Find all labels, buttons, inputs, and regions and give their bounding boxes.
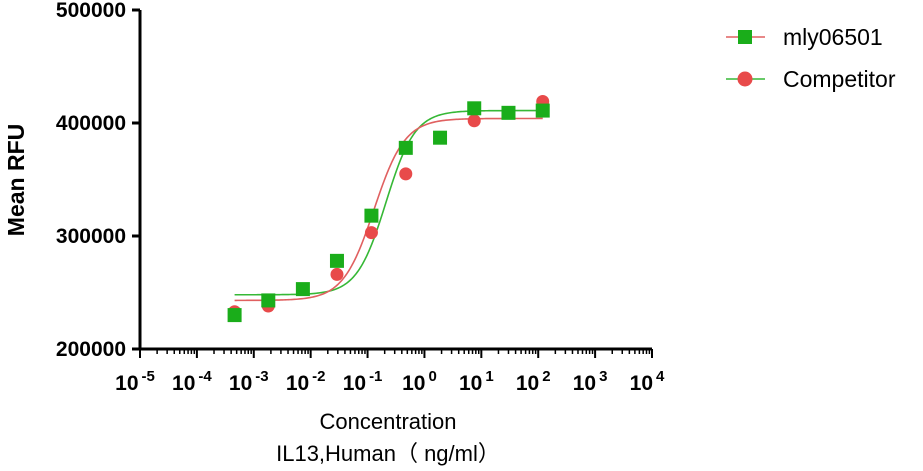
x-tick-exponent: 0 xyxy=(428,368,436,385)
y-tick-label: 400000 xyxy=(56,112,126,135)
x-tick-label: 10 0 xyxy=(402,368,437,395)
x-tick-label: 10 3 xyxy=(573,368,608,395)
point-competitor xyxy=(364,226,378,240)
point-mly06501 xyxy=(261,293,276,308)
x-tick-exponent: 4 xyxy=(656,368,665,385)
y-ticks: 200000 300000 400000 500000 xyxy=(56,0,140,361)
x-ticks: 10 -5 10 -4 10 -3 10 -2 10 -1 10 0 10 1 10 2 10 3 10 4 xyxy=(115,349,665,395)
x-tick-base: 10 xyxy=(115,372,138,395)
x-tick-base: 10 xyxy=(630,372,653,395)
point-competitor xyxy=(330,267,344,281)
x-tick-base: 10 xyxy=(573,372,596,395)
legend: mly06501 Competitor xyxy=(726,24,896,92)
x-tick-label: 10 -4 xyxy=(172,368,212,395)
x-tick-label: 10 -3 xyxy=(229,368,269,395)
x-tick-base: 10 xyxy=(229,372,252,395)
x-tick-exponent: -2 xyxy=(312,368,325,385)
legend-marker-circle xyxy=(737,71,753,87)
x-tick-label: 10 -5 xyxy=(115,368,155,395)
data-points xyxy=(227,95,550,323)
point-mly06501 xyxy=(433,130,448,145)
y-tick-label: 200000 xyxy=(56,338,126,361)
x-axis-title: Concentration xyxy=(320,409,457,434)
fit-curves xyxy=(234,109,543,302)
legend-label-competitor: Competitor xyxy=(783,66,896,92)
point-mly06501 xyxy=(295,282,310,297)
y-tick-label: 500000 xyxy=(56,0,126,22)
point-competitor xyxy=(399,167,413,181)
x-tick-label: 10 2 xyxy=(516,368,551,395)
x-tick-exponent: -5 xyxy=(142,368,155,385)
point-mly06501 xyxy=(535,103,550,118)
x-tick-exponent: -4 xyxy=(198,368,212,385)
x-tick-base: 10 xyxy=(516,372,539,395)
point-mly06501 xyxy=(227,308,242,323)
x-tick-label: 10 1 xyxy=(459,368,494,395)
x-tick-exponent: -3 xyxy=(255,368,268,385)
x-tick-base: 10 xyxy=(286,372,309,395)
x-tick-exponent: 1 xyxy=(485,368,493,385)
point-mly06501 xyxy=(398,140,413,155)
legend-label-mly06501: mly06501 xyxy=(783,24,883,50)
legend-item-competitor: Competitor xyxy=(726,66,896,92)
y-tick-label: 300000 xyxy=(56,225,126,248)
point-mly06501 xyxy=(501,105,516,120)
x-tick-base: 10 xyxy=(402,372,425,395)
y-axis-title: Mean RFU xyxy=(3,124,29,236)
x-tick-label: 10 -1 xyxy=(343,368,383,395)
x-tick-base: 10 xyxy=(459,372,482,395)
fit-curve-mly06501 xyxy=(234,109,543,296)
x-axis-subtitle: IL13,Human（ ng/ml） xyxy=(276,441,500,466)
x-tick-label: 10 -2 xyxy=(286,368,326,395)
x-tick-base: 10 xyxy=(172,372,195,395)
point-competitor xyxy=(467,114,481,128)
x-tick-base: 10 xyxy=(343,372,366,395)
fit-curve-competitor xyxy=(234,117,543,302)
x-tick-exponent: 3 xyxy=(599,368,607,385)
legend-item-mly06501: mly06501 xyxy=(726,24,883,50)
x-tick-exponent: 2 xyxy=(542,368,550,385)
point-mly06501 xyxy=(364,208,379,223)
x-tick-label: 10 4 xyxy=(630,368,665,395)
point-mly06501 xyxy=(329,253,344,268)
legend-marker-square xyxy=(738,30,752,44)
point-mly06501 xyxy=(467,101,482,116)
x-tick-exponent: -1 xyxy=(369,368,382,385)
